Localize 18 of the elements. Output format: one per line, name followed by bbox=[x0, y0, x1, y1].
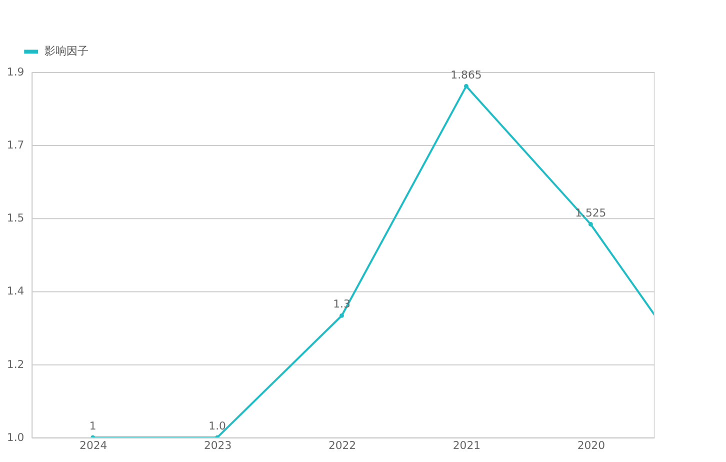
legend-label: 影响因子 bbox=[44, 44, 88, 58]
point bbox=[464, 84, 468, 88]
x-tick-label: 2024 bbox=[80, 438, 108, 452]
y-tick-label: 1.2 bbox=[6, 358, 24, 371]
y-tick-label: 1.0 bbox=[6, 430, 24, 444]
y-tick-label: 1.5 bbox=[6, 212, 24, 225]
x-tick-label: 2022 bbox=[328, 438, 356, 452]
data-label: 1.0 bbox=[208, 420, 226, 433]
point bbox=[588, 222, 593, 226]
x-tick-label: 2021 bbox=[452, 438, 481, 452]
data-label: 1 bbox=[89, 420, 96, 433]
x-tick-label: 2023 bbox=[204, 438, 232, 452]
y-tick-label: 1.7 bbox=[6, 138, 24, 152]
y-tick-label: 1.9 bbox=[6, 65, 24, 78]
data-label: 1.865 bbox=[450, 68, 482, 82]
y-tick-label: 1.4 bbox=[6, 284, 24, 298]
point bbox=[340, 313, 344, 318]
x-tick-label: 2020 bbox=[577, 438, 606, 452]
